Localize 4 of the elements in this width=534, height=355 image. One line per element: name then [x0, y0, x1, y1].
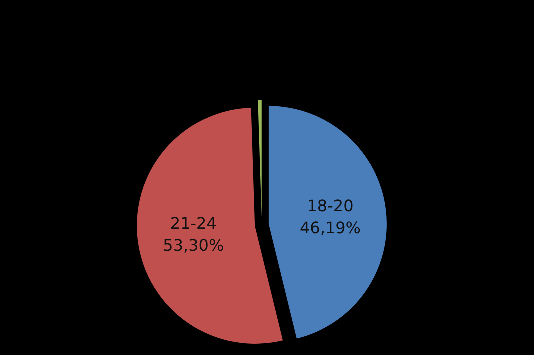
slice-label: 21-24 [170, 214, 217, 233]
data-label: 46,19% [300, 218, 362, 238]
slice-label: 18-20 [307, 196, 354, 216]
data-label: 53,30% [163, 236, 224, 255]
